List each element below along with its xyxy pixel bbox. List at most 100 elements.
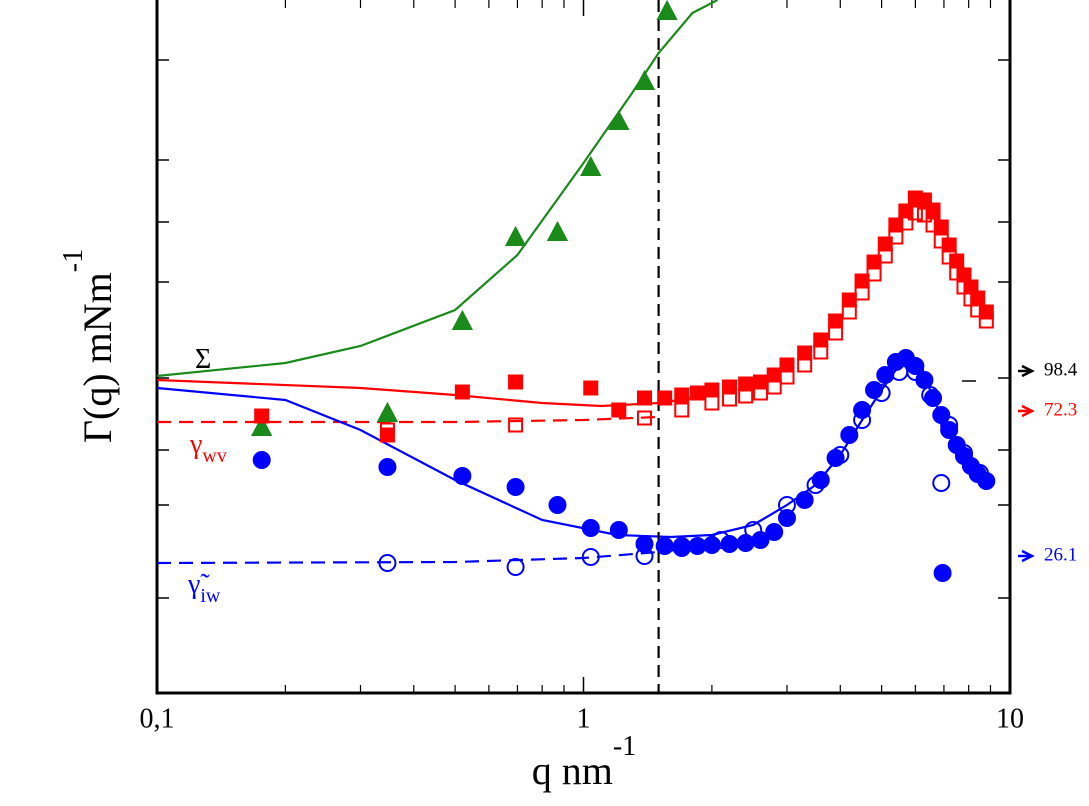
side-label: 98.4 [1044,359,1078,380]
square-marker [674,387,690,403]
square-marker [970,302,986,318]
circle-marker [765,523,784,541]
circle-marker [954,444,973,462]
circle-marker [940,421,959,439]
circle-marker [655,537,674,555]
circle-marker [609,521,628,539]
square-marker [797,357,813,373]
annotation-sub: wv [202,445,226,467]
circle-marker [581,519,600,537]
square-marker [379,422,395,438]
square-marker [704,382,720,398]
circle-marker [744,521,763,539]
square-marker [657,390,673,406]
plot-frame [155,0,1012,695]
square-marker [813,344,829,360]
square-marker [925,202,941,218]
triangle-marker [451,309,474,330]
y-axis-label-text: Γ(q) mNm [75,272,120,443]
triangle-marker [608,109,630,130]
x-tick-label: 0,1 [140,703,175,734]
circle-marker [933,564,952,582]
y-axis-label-sup: -1 [58,249,89,272]
square-marker [941,249,957,265]
square-marker [828,325,844,341]
x-axis-label-text: q nm [532,748,613,793]
square-marker [611,402,627,418]
square-marker [779,369,795,385]
side-label: 72.3 [1044,399,1077,420]
x-axis-label-sup: -1 [613,731,636,762]
x-axis-label: q nm-1 [532,731,636,793]
square-marker [933,233,949,249]
square-marker [854,285,870,301]
triangle-marker [546,220,569,241]
square-marker [766,379,782,395]
square-marker [454,384,470,400]
triangle-marker [376,401,399,422]
circle-marker [777,509,796,527]
square-marker [978,313,994,329]
square-marker [916,207,932,223]
square-marker [674,402,690,418]
square-marker [866,266,882,282]
circle-marker [970,464,989,482]
circle-marker [831,446,850,464]
circle-marker [635,547,654,565]
annotation: γ̃iw [187,569,221,606]
annotation-text: γ [189,429,202,460]
side-arrow [1018,549,1035,563]
circle-marker [378,458,397,476]
circle-marker [795,491,814,509]
triangle-marker [633,69,656,90]
triangle-marker [251,415,273,436]
square-marker [722,391,738,407]
square-marker [907,205,923,221]
square-marker [379,427,395,443]
circle-marker [252,451,271,469]
triangle-marker [504,225,527,246]
fit-line [157,546,693,565]
square-marker [636,410,652,426]
circle-marker [506,558,525,576]
circle-marker [906,363,925,381]
annotation: γwv [189,429,227,466]
circle-marker [906,357,925,375]
circle-marker [711,531,730,549]
annotation: Σ [195,344,211,375]
circle-marker [506,478,525,496]
circle-marker [932,406,951,424]
annotation-sub: iw [200,585,221,607]
side-label: 26.1 [1044,544,1077,565]
square-marker [704,395,720,411]
fit-line [157,378,693,408]
square-marker [925,217,941,233]
square-marker [888,229,904,245]
square-marker [738,388,754,404]
square-marker [877,248,893,264]
circle-marker [921,386,940,404]
circle-marker [806,476,825,494]
fit-line [157,415,659,424]
circle-marker [702,536,721,554]
square-marker [583,380,599,396]
square-marker [254,408,270,424]
annotation-text: Σ [195,344,211,375]
square-marker [508,417,524,433]
circle-marker [548,496,567,514]
fit-line [157,0,718,378]
circle-marker [853,411,872,429]
circle-marker [940,416,959,434]
triangle-marker [580,155,602,176]
circle-marker [840,426,859,444]
circle-marker [672,539,691,557]
square-marker [689,385,705,401]
side-arrow [1018,404,1035,418]
square-marker [898,215,914,231]
x-tick-label: 10 [996,703,1024,734]
circle-marker [876,366,895,384]
y-axis-label: Γ(q) mNm-1 [58,249,120,443]
square-marker [841,304,857,320]
square-marker [636,390,652,406]
